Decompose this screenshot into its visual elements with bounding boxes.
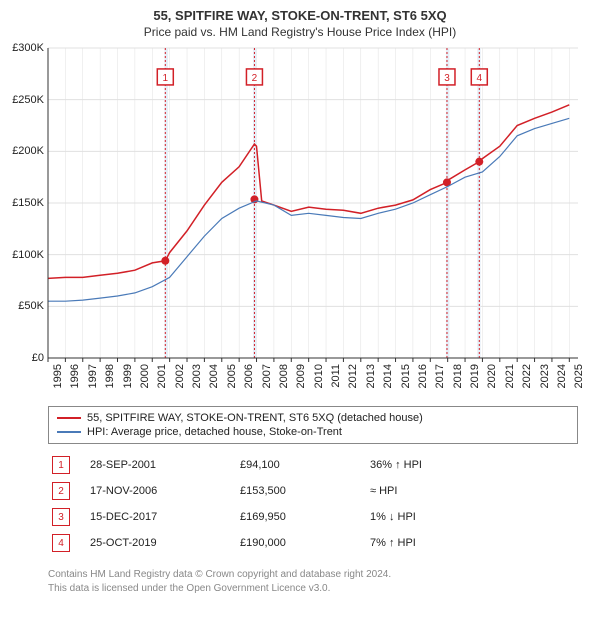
legend-swatch: [57, 431, 81, 433]
x-tick-label: 2004: [208, 364, 220, 388]
sale-date: 17-NOV-2006: [90, 485, 240, 497]
y-tick-label: £250K: [12, 94, 44, 106]
y-tick-label: £50K: [18, 300, 44, 312]
x-tick-label: 2008: [278, 364, 290, 388]
footer-line-1: Contains HM Land Registry data © Crown c…: [48, 568, 578, 582]
x-tick-label: 2020: [486, 364, 498, 388]
footer-line-2: This data is licensed under the Open Gov…: [48, 582, 578, 596]
y-tick-label: £200K: [12, 145, 44, 157]
sale-hpi-delta: ≈ HPI: [370, 485, 578, 497]
chart-svg: 1 2 3 4: [48, 48, 578, 358]
chart-subtitle: Price paid vs. HM Land Registry's House …: [0, 23, 600, 45]
x-tick-label: 2010: [313, 364, 325, 388]
sale-hpi-delta: 1% ↓ HPI: [370, 511, 578, 523]
x-tick-label: 2001: [156, 364, 168, 388]
x-tick-label: 2016: [417, 364, 429, 388]
sale-row: 1 28-SEP-2001£94,10036% ↑ HPI: [48, 452, 578, 478]
x-tick-label: 1995: [52, 364, 64, 388]
x-tick-label: 1998: [104, 364, 116, 388]
sale-badge: 1: [52, 456, 70, 474]
sale-price: £190,000: [240, 537, 370, 549]
sale-badge: 2: [52, 482, 70, 500]
x-tick-label: 2000: [139, 364, 151, 388]
svg-text:4: 4: [477, 73, 483, 84]
legend-item: HPI: Average price, detached house, Stok…: [57, 425, 569, 439]
y-tick-label: £150K: [12, 197, 44, 209]
x-tick-label: 2015: [400, 364, 412, 388]
x-tick-label: 2021: [504, 364, 516, 388]
sale-hpi-delta: 7% ↑ HPI: [370, 537, 578, 549]
x-tick-label: 1996: [69, 364, 81, 388]
sale-price: £94,100: [240, 459, 370, 471]
x-tick-label: 2011: [330, 364, 342, 388]
plot-area: 1 2 3 4: [48, 48, 578, 358]
sale-badge: 3: [52, 508, 70, 526]
y-tick-label: £300K: [12, 42, 44, 54]
legend-label: 55, SPITFIRE WAY, STOKE-ON-TRENT, ST6 5X…: [87, 412, 423, 424]
legend-item: 55, SPITFIRE WAY, STOKE-ON-TRENT, ST6 5X…: [57, 411, 569, 425]
x-tick-label: 2025: [573, 364, 585, 388]
sale-date: 25-OCT-2019: [90, 537, 240, 549]
legend: 55, SPITFIRE WAY, STOKE-ON-TRENT, ST6 5X…: [48, 406, 578, 444]
sale-date: 28-SEP-2001: [90, 459, 240, 471]
sales-table: 1 28-SEP-2001£94,10036% ↑ HPI 2 17-NOV-2006…: [48, 452, 578, 556]
sale-price: £169,950: [240, 511, 370, 523]
legend-swatch: [57, 417, 81, 419]
x-tick-label: 2017: [434, 364, 446, 388]
footer-attribution: Contains HM Land Registry data © Crown c…: [48, 568, 578, 596]
sale-date: 15-DEC-2017: [90, 511, 240, 523]
svg-text:1: 1: [163, 73, 169, 84]
x-tick-label: 2018: [452, 364, 464, 388]
x-tick-label: 2014: [382, 364, 394, 388]
sale-badge: 4: [52, 534, 70, 552]
y-tick-label: £100K: [12, 249, 44, 261]
x-tick-label: 2013: [365, 364, 377, 388]
x-tick-label: 2002: [174, 364, 186, 388]
chart-title: 55, SPITFIRE WAY, STOKE-ON-TRENT, ST6 5X…: [0, 0, 600, 23]
x-tick-label: 2007: [261, 364, 273, 388]
x-tick-label: 2005: [226, 364, 238, 388]
legend-label: HPI: Average price, detached house, Stok…: [87, 426, 342, 438]
x-tick-label: 2009: [295, 364, 307, 388]
x-tick-label: 2024: [556, 364, 568, 388]
x-tick-label: 2019: [469, 364, 481, 388]
chart-container: 55, SPITFIRE WAY, STOKE-ON-TRENT, ST6 5X…: [0, 0, 600, 620]
sale-hpi-delta: 36% ↑ HPI: [370, 459, 578, 471]
x-tick-label: 2023: [539, 364, 551, 388]
x-tick-label: 2003: [191, 364, 203, 388]
svg-text:2: 2: [252, 73, 258, 84]
y-axis: £0£50K£100K£150K£200K£250K£300K: [0, 48, 48, 358]
svg-text:3: 3: [444, 73, 450, 84]
x-tick-label: 1999: [122, 364, 134, 388]
x-tick-label: 1997: [87, 364, 99, 388]
sale-row: 2 17-NOV-2006£153,500≈ HPI: [48, 478, 578, 504]
sale-row: 4 25-OCT-2019£190,0007% ↑ HPI: [48, 530, 578, 556]
y-tick-label: £0: [32, 352, 44, 364]
sale-price: £153,500: [240, 485, 370, 497]
sale-row: 3 15-DEC-2017£169,9501% ↓ HPI: [48, 504, 578, 530]
x-tick-label: 2006: [243, 364, 255, 388]
x-axis: 1995 1996 1997 1998 1999 2000 2001 2002 2003 2004…: [48, 358, 578, 402]
x-tick-label: 2012: [347, 364, 359, 388]
x-tick-label: 2022: [521, 364, 533, 388]
